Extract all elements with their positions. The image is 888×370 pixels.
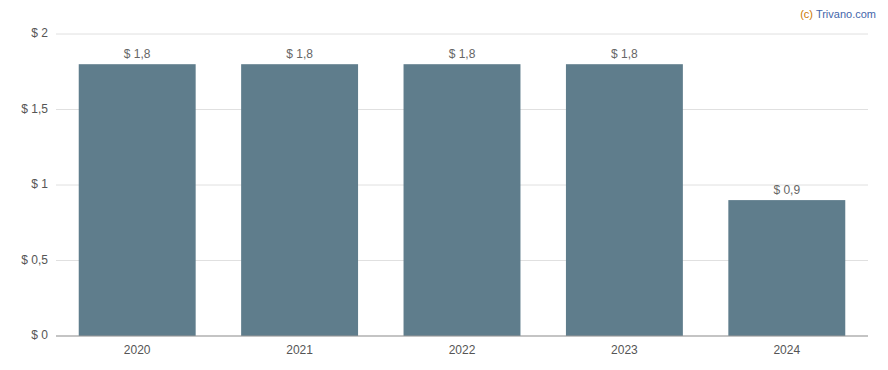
annotation: Trivano.com [816, 8, 876, 20]
x-axis: 2020 2021 2022 2023 2024 [124, 343, 801, 357]
x-tick-label: 2022 [449, 343, 476, 357]
watermark: (c) Trivano.com [800, 8, 876, 20]
y-tick-label: $ 1 [31, 177, 48, 191]
data-label: $ 1,8 [611, 47, 638, 61]
bar [79, 64, 196, 336]
bar [241, 64, 358, 336]
data-label: $ 0,9 [773, 183, 800, 197]
grid-line [56, 34, 868, 35]
y-tick-label: $ 0,5 [21, 253, 48, 267]
bars [79, 64, 846, 336]
bar [728, 200, 845, 336]
x-tick-label: 2020 [124, 343, 151, 357]
y-tick-label: $ 0 [31, 328, 48, 342]
y-tick-label: $ 1,5 [21, 102, 48, 116]
y-axis: $ 0 $ 0,5 $ 1 $ 1,5 $ 2 [21, 26, 868, 342]
x-tick-label: 2021 [286, 343, 313, 357]
grid-line [56, 336, 868, 337]
bar [566, 64, 683, 336]
bar [404, 64, 521, 336]
chart-container: $ 0$ 0,5$ 1$ 1,5$ 2$ 1,8$ 1,8$ 1,8$ 1,8$… [0, 0, 888, 370]
data-labels: $ 1,8 $ 1,8 $ 1,8 $ 1,8 $ 0,9 [124, 47, 801, 197]
data-label: $ 1,8 [449, 47, 476, 61]
y-tick-label: $ 2 [31, 26, 48, 40]
x-tick-label: 2024 [773, 343, 800, 357]
data-label: $ 1,8 [124, 47, 151, 61]
annotation: (c) [800, 8, 813, 20]
x-tick-label: 2023 [611, 343, 638, 357]
x-axis-line [56, 336, 868, 337]
data-label: $ 1,8 [286, 47, 313, 61]
chart-svg: $ 0$ 0,5$ 1$ 1,5$ 2$ 1,8$ 1,8$ 1,8$ 1,8$… [0, 0, 888, 370]
